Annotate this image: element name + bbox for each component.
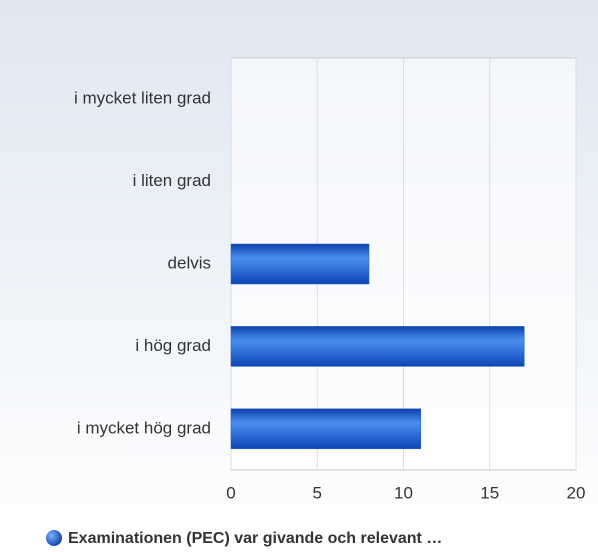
x-tick-label: 10 xyxy=(394,483,413,502)
x-tick-label: 15 xyxy=(480,483,499,502)
bar xyxy=(230,243,370,285)
bar xyxy=(230,408,421,450)
x-tick-label: 5 xyxy=(313,483,322,502)
bar xyxy=(230,326,525,367)
legend-marker xyxy=(46,530,62,546)
y-tick-label: i hög grad xyxy=(135,336,211,355)
y-tick-label: i liten grad xyxy=(133,171,211,190)
legend-label: Examinationen (PEC) var givande och rele… xyxy=(68,530,442,547)
y-tick-label: delvis xyxy=(168,253,211,272)
x-tick-label: 20 xyxy=(567,483,586,502)
x-tick-label: 0 xyxy=(226,483,235,502)
y-tick-label: i mycket hög grad xyxy=(77,418,211,437)
y-tick-label: i mycket liten grad xyxy=(74,89,211,108)
